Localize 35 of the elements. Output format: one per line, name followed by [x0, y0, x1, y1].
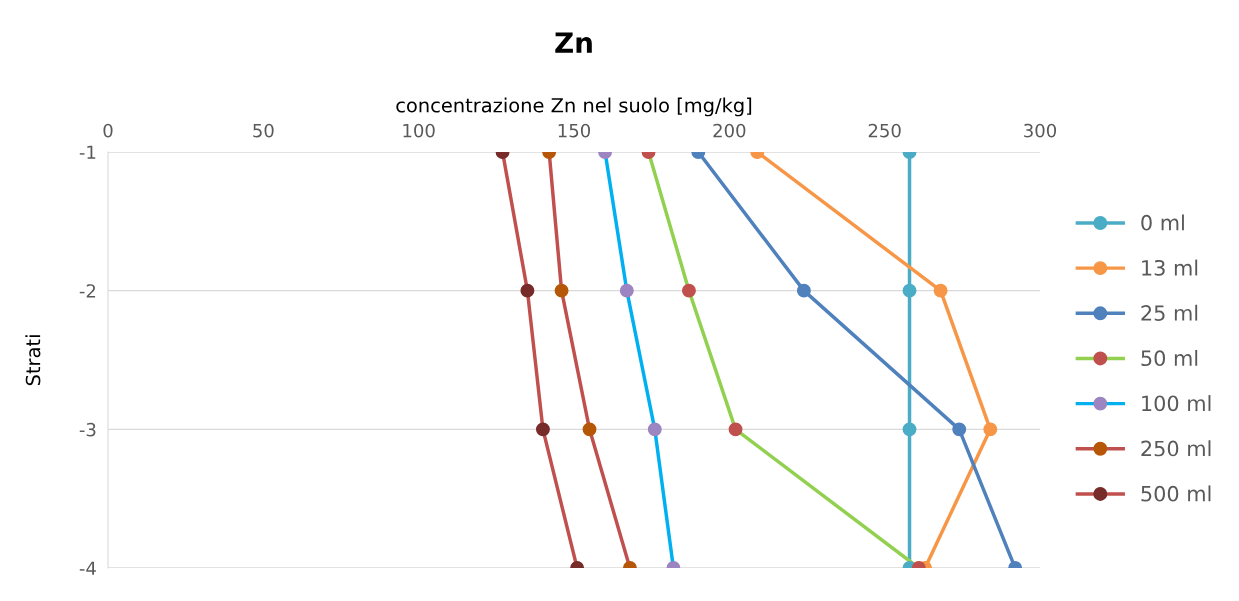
- point: [796, 283, 811, 298]
- legend-label: 50 ml: [1141, 349, 1198, 367]
- point: [983, 422, 998, 437]
- x-tick-label: 250: [868, 123, 901, 138]
- legend-label: 100 ml: [1142, 395, 1211, 412]
- point: [682, 283, 696, 298]
- point: [728, 422, 743, 437]
- x-axis-title: concentrazione Zn nel suolo [mg/kg]: [396, 97, 752, 117]
- point: [582, 422, 597, 437]
- point: [902, 422, 917, 437]
- legend-label: 250 ml: [1141, 440, 1211, 457]
- y-tick-label: -2: [79, 284, 96, 298]
- point: [619, 283, 634, 298]
- x-tick-label: 0: [103, 123, 113, 138]
- x-tick-label: 100: [403, 123, 435, 138]
- point: [520, 283, 535, 298]
- y-tick-label: -3: [79, 422, 96, 437]
- legend-label: 13 ml: [1142, 259, 1198, 276]
- point: [933, 283, 948, 298]
- x-tick-label: 200: [713, 123, 746, 138]
- legend-label: 0 ml: [1141, 214, 1184, 231]
- x-tick-label: 300: [1024, 123, 1057, 138]
- y-axis-title: Strati: [25, 335, 41, 386]
- point: [647, 422, 662, 437]
- point: [535, 422, 550, 437]
- x-tick-label: 150: [558, 123, 591, 138]
- legend-label: 25 ml: [1141, 304, 1198, 321]
- y-tick-label: -4: [79, 561, 96, 575]
- point: [554, 283, 569, 298]
- chart-title: Zn: [555, 32, 592, 53]
- x-tick-label: 50: [253, 123, 274, 138]
- y-tick-label: -1: [79, 145, 96, 159]
- point: [902, 283, 917, 298]
- legend-label: 500 ml: [1141, 485, 1211, 502]
- point: [952, 422, 967, 437]
